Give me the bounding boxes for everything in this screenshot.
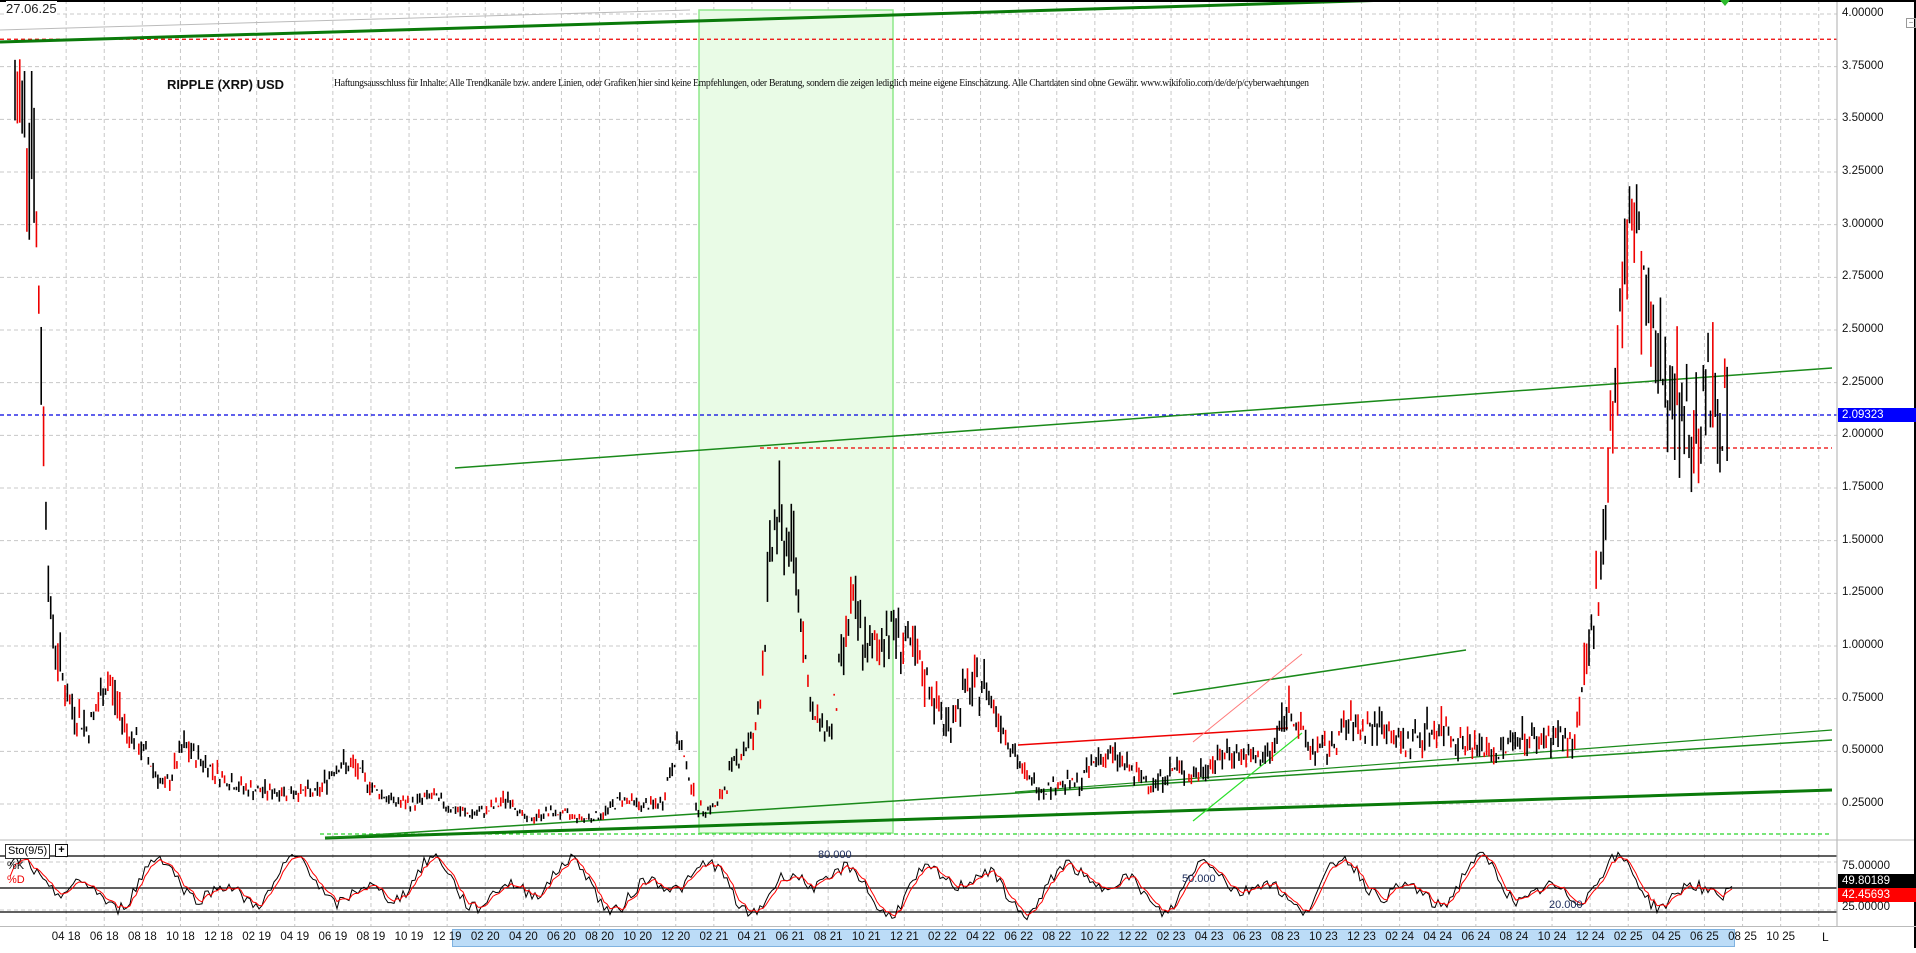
price-tick: 1.75000 [1842, 481, 1884, 493]
trendlines [0, 0, 1833, 840]
time-tick: 04 19 [280, 931, 310, 943]
stochastic-level-50: 50.000 [1182, 873, 1216, 885]
time-tick: 12 24 [1575, 931, 1605, 943]
time-tick: 06 22 [1004, 931, 1034, 943]
time-tick: 06 19 [318, 931, 348, 943]
price-tick: 2.75000 [1842, 270, 1884, 283]
time-tick: 10 21 [851, 931, 881, 943]
price-tick: 2.50000 [1842, 323, 1884, 335]
time-tick: 08 21 [813, 931, 843, 943]
time-tick: 06 20 [547, 931, 576, 943]
time-tick: 10 24 [1537, 931, 1567, 943]
time-tick: 10 18 [166, 931, 195, 943]
price-tick: 2.00000 [1842, 428, 1884, 441]
stochastic-expand-button[interactable]: + [55, 844, 68, 857]
price-tick: 1.00000 [1842, 639, 1884, 651]
time-tick: 04 21 [737, 931, 767, 943]
time-tick: 08 25 [1728, 931, 1757, 943]
time-tick: 02 23 [1156, 931, 1186, 943]
time-tick: 04 22 [966, 931, 995, 943]
time-tick: 04 23 [1194, 931, 1224, 943]
price-tick: 0.25000 [1842, 797, 1884, 809]
price-tick: 0.50000 [1842, 744, 1884, 757]
stochastic-d-value: 42.45693 [1838, 888, 1916, 902]
time-tick: 12 18 [204, 931, 233, 943]
stochastic-axis-25: 25.00000 [1842, 901, 1890, 913]
price-tick: 0.75000 [1842, 691, 1884, 704]
price-tick: 1.25000 [1842, 586, 1884, 599]
time-tick: 06 18 [89, 931, 119, 943]
time-tick: 02 21 [699, 931, 729, 943]
price-tick: 3.50000 [1842, 112, 1884, 125]
price-tick: 3.75000 [1842, 59, 1884, 72]
time-tick: 10 22 [1080, 931, 1110, 943]
stochastic-k-value: 49.80189 [1838, 874, 1916, 888]
time-tick: 08 23 [1270, 931, 1300, 943]
chart-date: 27.06.25 [6, 1, 57, 16]
time-axis[interactable]: 04 18 06 18 08 18 10 18 12 18 02 19 04 19 06 19… [0, 926, 1916, 949]
time-tick: 06 23 [1232, 931, 1262, 943]
time-tick: 08 24 [1499, 931, 1529, 943]
stochastic-d-legend: %D [7, 874, 25, 886]
time-tick: 06 25 [1690, 931, 1719, 943]
stochastic-level-20: 20.000 [1549, 899, 1583, 911]
time-tick: 04 20 [508, 931, 538, 943]
time-tick: 12 22 [1118, 931, 1148, 943]
stochastic-panel [0, 851, 1837, 921]
time-tick: 12 19 [432, 931, 462, 943]
price-tick: 3.25000 [1842, 165, 1884, 177]
stochastic-k-legend: %K [7, 860, 25, 872]
time-tick: 02 25 [1613, 931, 1643, 943]
time-tick: 04 24 [1423, 931, 1453, 943]
horizontal-levels [0, 38, 1837, 835]
time-tick: 04 25 [1651, 931, 1681, 943]
chart-title: RIPPLE (XRP) USD [167, 77, 285, 92]
collapse-panel-button[interactable]: − [1906, 18, 1916, 28]
time-tick: 02 19 [242, 931, 272, 943]
stochastic-axis-75: 75.00000 [1842, 860, 1890, 872]
price-tick: 3.00000 [1842, 217, 1884, 230]
disclaimer-text: Haftungsausschluss für Inhalte: Alle Tre… [334, 78, 1309, 89]
time-tick: 12 20 [661, 931, 691, 943]
time-tick: 08 19 [356, 931, 386, 943]
time-tick: 06 24 [1461, 931, 1491, 943]
price-tick: 1.50000 [1842, 533, 1884, 546]
time-tick: 02 20 [470, 931, 500, 943]
price-bars [14, 59, 1728, 824]
current-price-tag: 2.09323 [1838, 408, 1916, 422]
time-tick: 08 20 [585, 931, 614, 943]
time-tick: 08 22 [1042, 931, 1072, 943]
time-tick: 12 23 [1347, 931, 1376, 943]
price-tick: 4.00000 [1842, 7, 1884, 19]
time-tick: 04 18 [51, 931, 81, 943]
time-scrollbar[interactable] [452, 929, 1735, 947]
time-tick: 10 20 [623, 931, 653, 943]
time-tick: 08 18 [127, 931, 157, 943]
time-tick: 12 21 [889, 931, 919, 943]
time-tick: 02 24 [1385, 931, 1415, 943]
stochastic-level-80: 80.000 [818, 849, 852, 861]
price-tick: 2.25000 [1842, 375, 1884, 388]
time-tick: 06 21 [775, 931, 805, 943]
time-tick: 02 22 [928, 931, 957, 943]
time-tick: 10 19 [394, 931, 424, 943]
stochastic-label[interactable]: Sto(9/5) [5, 844, 51, 859]
marker-triangle-icon [1720, 0, 1730, 6]
grid-lines [0, 0, 1837, 926]
time-tick: 10 25 [1766, 931, 1796, 943]
time-tick: 10 23 [1309, 931, 1338, 943]
log-scale-button[interactable]: L [1822, 930, 1829, 944]
highlight-zone [698, 9, 894, 834]
